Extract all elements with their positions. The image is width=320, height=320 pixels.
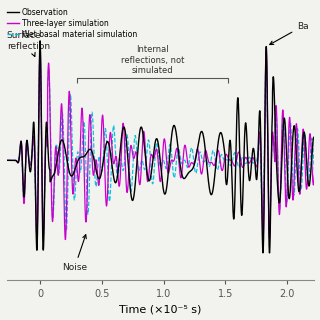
Text: Noise: Noise [62,235,87,272]
Text: Internal
reflections, not
simulated: Internal reflections, not simulated [121,45,184,75]
Text: Surface
reflection: Surface reflection [7,31,50,57]
Legend: Observation, Three-layer simulation, Wet basal material simulation: Observation, Three-layer simulation, Wet… [4,5,140,42]
Text: Ba: Ba [270,21,309,44]
X-axis label: Time (×10⁻⁵ s): Time (×10⁻⁵ s) [119,304,202,315]
